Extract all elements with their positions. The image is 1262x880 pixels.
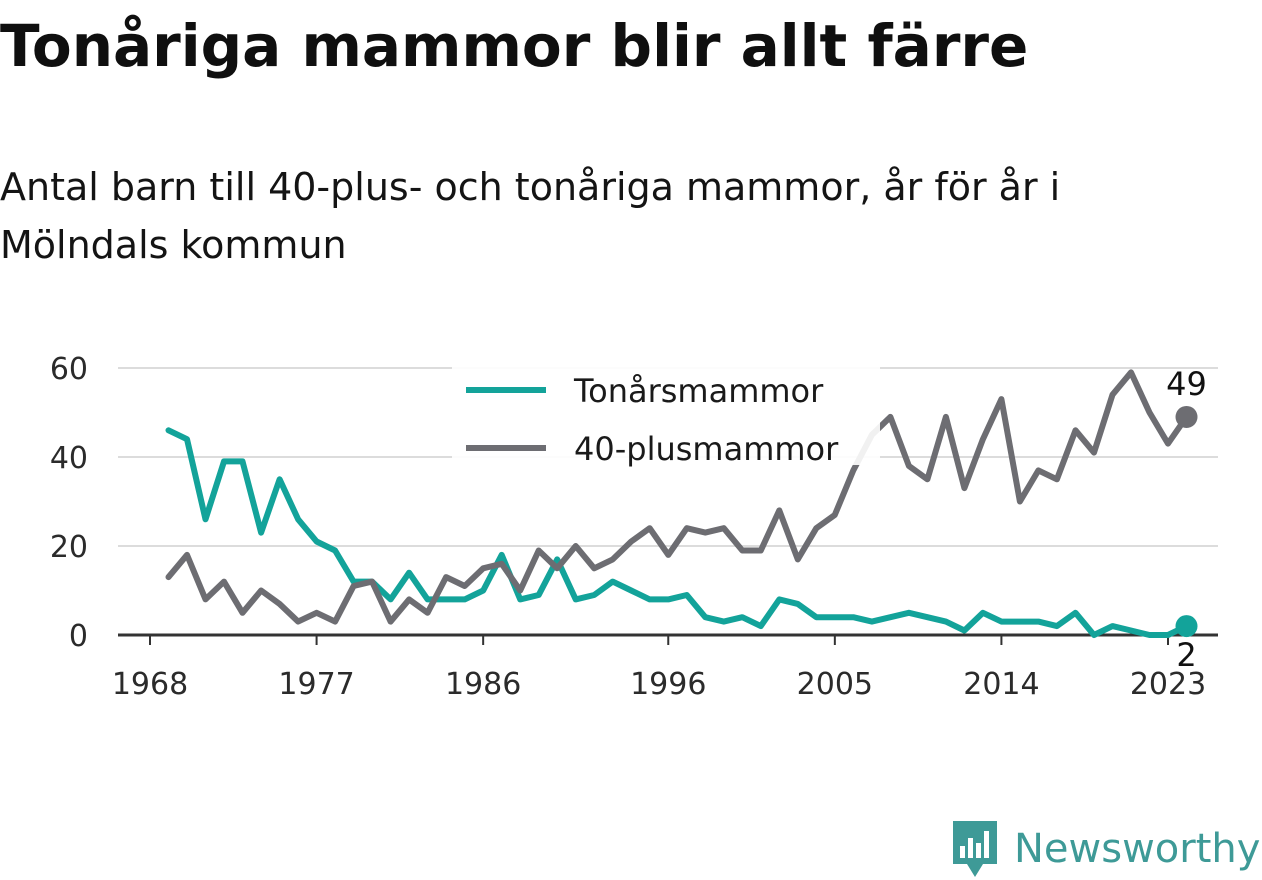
y-tick-label-20: 20 xyxy=(50,530,88,565)
legend-label-0: Tonårsmammor xyxy=(573,372,824,410)
x-tick-label-2023: 2023 xyxy=(1130,667,1206,702)
x-tick-label-1996: 1996 xyxy=(630,667,706,702)
y-axis-ticks: 0 20 40 60 xyxy=(50,352,88,654)
brand-name: Newsworthy xyxy=(1014,826,1261,872)
y-tick-label-60: 60 xyxy=(50,352,88,387)
series-lines xyxy=(165,369,1190,638)
y-tick-label-0: 0 xyxy=(69,619,88,654)
newsworthy-logo: Newsworthy xyxy=(950,818,1260,880)
end-marker-1 xyxy=(1175,405,1198,428)
x-tick-label-2014: 2014 xyxy=(963,667,1039,702)
legend-label-1: 40-plusmammor xyxy=(574,430,839,468)
chart-subtitle: Antal barn till 40-plus- och tonåriga ma… xyxy=(0,165,1061,267)
x-tick-label-1986: 1986 xyxy=(445,667,521,702)
end-value-label-1: 49 xyxy=(1166,365,1207,403)
y-tick-label-40: 40 xyxy=(50,441,88,476)
series-line-tonarsmammor xyxy=(165,427,1190,638)
chart-title: Tonåriga mammor blir allt färre xyxy=(0,12,1029,80)
bar-chart-badge-icon xyxy=(953,821,997,877)
x-axis: 1968 1977 1986 1996 2005 2014 2023 xyxy=(112,633,1218,702)
x-tick-label-1968: 1968 xyxy=(112,667,188,702)
x-tick-label-2005: 2005 xyxy=(797,667,873,702)
series-line-40-plusmammor xyxy=(165,369,1190,625)
x-tick-label-1977: 1977 xyxy=(278,667,354,702)
end-value-label-0: 2 xyxy=(1176,636,1196,674)
legend: Tonårsmammor 40-plusmammor xyxy=(452,360,880,468)
end-marker-0 xyxy=(1175,615,1198,638)
end-markers: 2 49 xyxy=(1166,365,1207,674)
